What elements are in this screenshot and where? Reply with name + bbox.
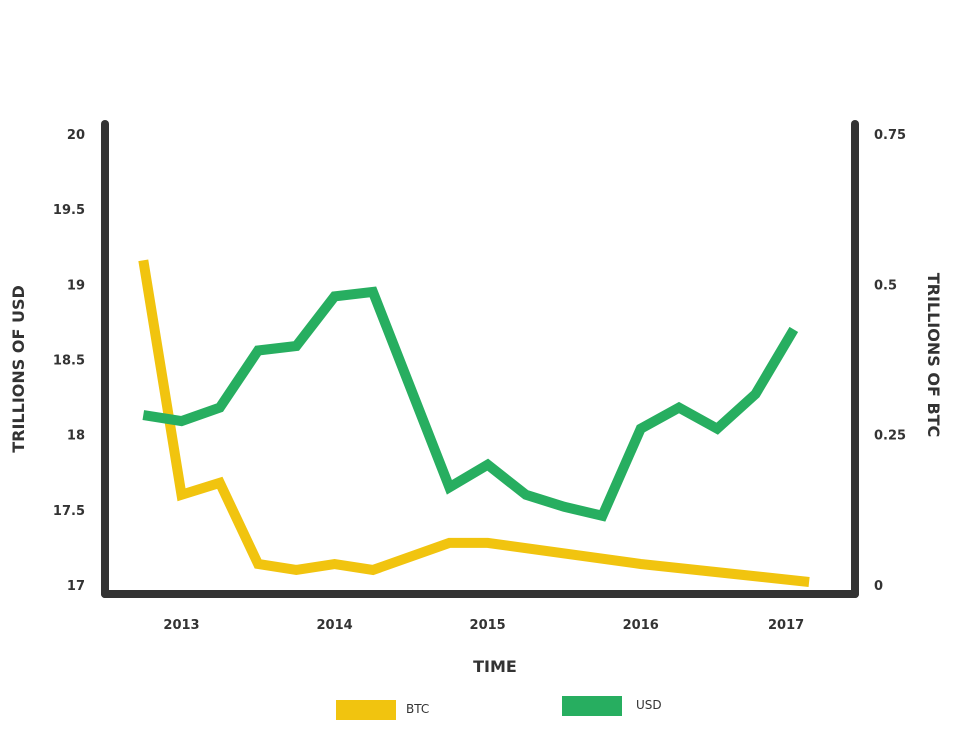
x-tick-labels: 2013 2014 2015 2016 2017 [163,618,804,633]
left-y-tick-19-5: 19.5 [53,203,85,218]
left-y-tick-18-5: 18.5 [53,354,85,369]
x-tick-2015: 2015 [470,618,506,633]
series-line-usd [142,286,799,522]
left-y-tick-17-5: 17.5 [53,504,85,519]
x-axis-title: TIME [473,657,517,676]
series-layer [138,259,810,587]
series-line-btc [138,259,810,587]
right-y-axis-title: TRILLIONS OF BTC [924,273,943,438]
right-y-tick-0-5: 0.5 [874,278,897,293]
legend-label-usd: USD [636,698,662,712]
legend-label-btc: BTC [406,702,429,716]
left-y-tick-20: 20 [67,128,85,143]
x-tick-2017: 2017 [768,618,804,633]
left-y-axis-title: TRILLIONS OF USD [9,285,28,453]
left-y-tick-18: 18 [67,429,85,444]
legend: BTC USD [336,696,662,720]
right-y-tick-labels: 0.75 0.5 0.25 0 [874,128,906,594]
x-tick-2014: 2014 [316,618,352,633]
x-tick-2016: 2016 [623,618,659,633]
left-y-tick-19: 19 [67,278,85,293]
left-y-tick-labels: 20 19.5 19 18.5 18 17.5 17 [53,128,85,594]
legend-swatch-usd [562,696,622,716]
left-y-tick-17: 17 [67,579,85,594]
legend-swatch-btc [336,700,396,720]
x-tick-2013: 2013 [163,618,199,633]
right-y-tick-0-75: 0.75 [874,128,906,143]
right-y-tick-0: 0 [874,579,883,594]
right-y-tick-0-25: 0.25 [874,429,906,444]
